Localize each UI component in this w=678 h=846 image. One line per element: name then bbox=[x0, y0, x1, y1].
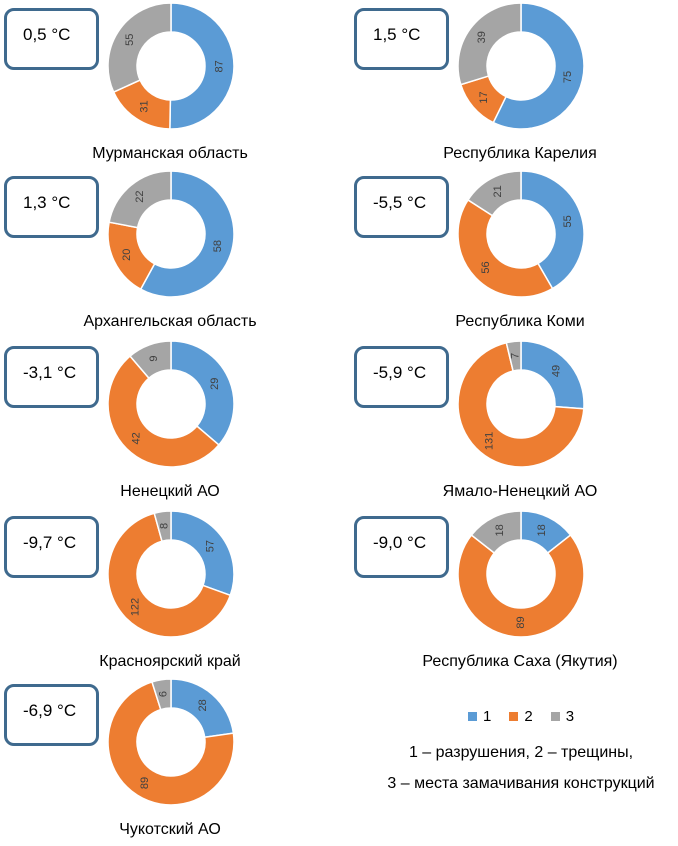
region-name: Ненецкий АО bbox=[120, 483, 220, 500]
legend-label-2: 2 bbox=[524, 708, 533, 725]
donut-slice-1 bbox=[170, 510, 235, 597]
temperature-badge: -5,9 °C bbox=[354, 346, 449, 408]
region-name: Республика Коми bbox=[455, 313, 585, 330]
chart-panel: -9,0 °C 18 89 18 Республика Саха (Якутия) bbox=[350, 508, 650, 678]
donut-slice-1 bbox=[492, 2, 585, 130]
chart-panel: 0,5 °C 87 31 55 Мурманская область bbox=[0, 0, 300, 170]
slice-value-label: 122 bbox=[129, 598, 141, 616]
legend-note-line-2: 3 – места замачивания конструкций bbox=[387, 775, 655, 792]
donut-slice-1 bbox=[520, 170, 585, 290]
chart-panel: 1,3 °C 58 20 22 Архангельская область bbox=[0, 168, 300, 338]
slice-value-label: 42 bbox=[131, 432, 143, 444]
legend: 1 2 3 bbox=[468, 708, 574, 725]
donut-slice-2 bbox=[457, 534, 585, 638]
chart-panel: -6,9 °C 28 89 6 Чукотский АО bbox=[0, 676, 300, 846]
chart-panel: -9,7 °C 57 122 8 Красноярский край bbox=[0, 508, 300, 678]
donut-chart: 28 89 6 bbox=[107, 678, 235, 806]
donut-chart: 55 56 21 bbox=[457, 170, 585, 298]
slice-value-label: 87 bbox=[214, 60, 226, 72]
temperature-badge: -9,7 °C bbox=[4, 516, 99, 578]
donut-slice-3 bbox=[466, 170, 522, 217]
donut-slice-3 bbox=[470, 510, 522, 555]
donut-slice-2 bbox=[107, 680, 235, 806]
donut-slice-3 bbox=[151, 678, 172, 711]
slice-value-label: 75 bbox=[562, 71, 574, 83]
slice-value-label: 22 bbox=[134, 190, 146, 202]
slice-value-label: 17 bbox=[478, 91, 490, 103]
slice-value-label: 49 bbox=[551, 365, 563, 377]
legend-label-3: 3 bbox=[565, 708, 575, 725]
region-name: Красноярский край bbox=[99, 653, 241, 670]
region-name: Мурманская область bbox=[92, 145, 248, 162]
donut-slice-3 bbox=[505, 340, 522, 372]
chart-panel: 1,5 °C 75 17 39 Республика Карелия bbox=[350, 0, 650, 170]
donut-chart: 57 122 8 bbox=[107, 510, 235, 638]
donut-slice-2 bbox=[107, 512, 232, 638]
temperature-badge: -9,0 °C bbox=[354, 516, 449, 578]
donut-slice-2 bbox=[457, 341, 585, 468]
temperature-badge: -6,9 °C bbox=[4, 684, 99, 746]
slice-value-label: 28 bbox=[197, 699, 209, 711]
slice-value-label: 21 bbox=[492, 185, 504, 197]
donut-slice-2 bbox=[107, 355, 220, 468]
slice-value-label: 89 bbox=[139, 777, 151, 789]
slice-value-label: 57 bbox=[205, 540, 217, 552]
temperature-badge: 0,5 °C bbox=[4, 8, 99, 70]
temperature-badge: 1,3 °C bbox=[4, 176, 99, 238]
temperature-badge: -5,5 °C bbox=[354, 176, 449, 238]
donut-slice-3 bbox=[457, 2, 522, 86]
legend-item-1: 1 bbox=[468, 708, 491, 725]
slice-value-label: 55 bbox=[562, 215, 574, 227]
region-name: Республика Саха (Якутия) bbox=[422, 653, 618, 670]
chart-panel: -5,5 °C 55 56 21 Республика Коми bbox=[350, 168, 650, 338]
slice-value-label: 6 bbox=[158, 691, 170, 697]
slice-value-label: 29 bbox=[209, 378, 221, 390]
slice-value-label: 18 bbox=[494, 524, 506, 536]
donut-slice-1 bbox=[139, 170, 235, 298]
region-name: Республика Карелия bbox=[443, 145, 597, 162]
slice-value-label: 20 bbox=[121, 249, 133, 261]
chart-panel: -5,9 °C 49 131 7 Ямало-Ненецкий АО bbox=[350, 338, 650, 508]
donut-chart: 49 131 7 bbox=[457, 340, 585, 468]
region-name: Ямало-Ненецкий АО bbox=[442, 483, 598, 500]
legend-item-2: 2 bbox=[509, 708, 533, 725]
donut-slice-3 bbox=[107, 2, 172, 94]
slice-value-label: 58 bbox=[212, 240, 224, 252]
legend-label-1: 1 bbox=[483, 708, 492, 725]
donut-slice-1 bbox=[170, 340, 235, 446]
legend-note-line-1: 1 – разрушения, 2 – трещины, bbox=[408, 744, 634, 761]
donut-chart: 58 20 22 bbox=[107, 170, 235, 298]
legend-swatch-2 bbox=[509, 712, 519, 721]
chart-panel: -3,1 °C 29 42 9 Ненецкий АО bbox=[0, 338, 300, 508]
legend-swatch-3 bbox=[550, 712, 560, 721]
donut-chart: 18 89 18 bbox=[457, 510, 585, 638]
donut-slice-3 bbox=[129, 340, 172, 380]
donut-slice-3 bbox=[153, 510, 172, 543]
region-name: Чукотский АО bbox=[119, 821, 221, 838]
donut-chart: 87 31 55 bbox=[107, 2, 235, 130]
region-name: Архангельская область bbox=[83, 313, 257, 330]
slice-value-label: 18 bbox=[536, 524, 548, 536]
donut-chart: 75 17 39 bbox=[457, 2, 585, 130]
temperature-badge: -3,1 °C bbox=[4, 346, 99, 408]
slice-value-label: 89 bbox=[515, 616, 527, 628]
slice-value-label: 131 bbox=[484, 432, 496, 450]
donut-chart: 29 42 9 bbox=[107, 340, 235, 468]
slice-value-label: 7 bbox=[509, 353, 521, 359]
donut-slice-1 bbox=[169, 2, 235, 130]
legend-swatch-1 bbox=[468, 712, 477, 721]
slice-value-label: 31 bbox=[138, 100, 150, 112]
slice-value-label: 39 bbox=[476, 31, 488, 43]
temperature-badge: 1,5 °C bbox=[354, 8, 449, 70]
slice-value-label: 55 bbox=[124, 34, 136, 46]
donut-slice-2 bbox=[457, 198, 554, 298]
slice-value-label: 8 bbox=[159, 523, 171, 529]
slice-value-label: 9 bbox=[148, 355, 160, 361]
slice-value-label: 56 bbox=[480, 261, 492, 273]
legend-item-3: 3 bbox=[550, 708, 575, 725]
donut-slice-3 bbox=[108, 170, 172, 229]
